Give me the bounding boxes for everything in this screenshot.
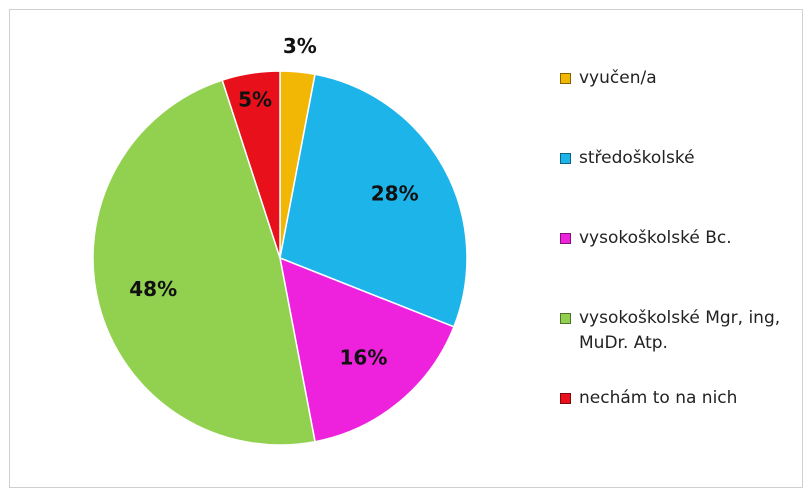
legend-label: nechám to na nich	[579, 388, 738, 408]
legend-swatch	[560, 153, 571, 164]
legend-item: vysokoškolské Mgr, ing, MuDr. Atp.	[560, 306, 804, 356]
data-label: 48%	[129, 277, 177, 301]
pie-slice	[92, 79, 316, 446]
legend-item: vyučen/a	[560, 66, 804, 91]
data-label: 28%	[371, 181, 419, 205]
pie-slice	[221, 70, 281, 259]
legend-label: vysokoškolské Mgr, ing, MuDr. Atp.	[579, 308, 781, 353]
legend-swatch	[560, 393, 571, 404]
legend-item: nechám to na nich	[560, 386, 804, 411]
pie-slice	[279, 256, 455, 443]
legend-item: vysokoškolské Bc.	[560, 226, 804, 251]
legend-label: vyučen/a	[579, 68, 657, 88]
legend-swatch	[560, 233, 571, 244]
legend-swatch	[560, 73, 571, 84]
data-label: 16%	[340, 345, 388, 369]
data-label: 3%	[283, 34, 317, 58]
legend-item: středoškolské	[560, 146, 804, 171]
pie-slice	[279, 73, 468, 328]
legend-label: vysokoškolské Bc.	[579, 228, 732, 248]
legend-swatch	[560, 313, 571, 324]
data-label: 5%	[238, 88, 272, 112]
legend-label: středoškolské	[579, 148, 695, 168]
